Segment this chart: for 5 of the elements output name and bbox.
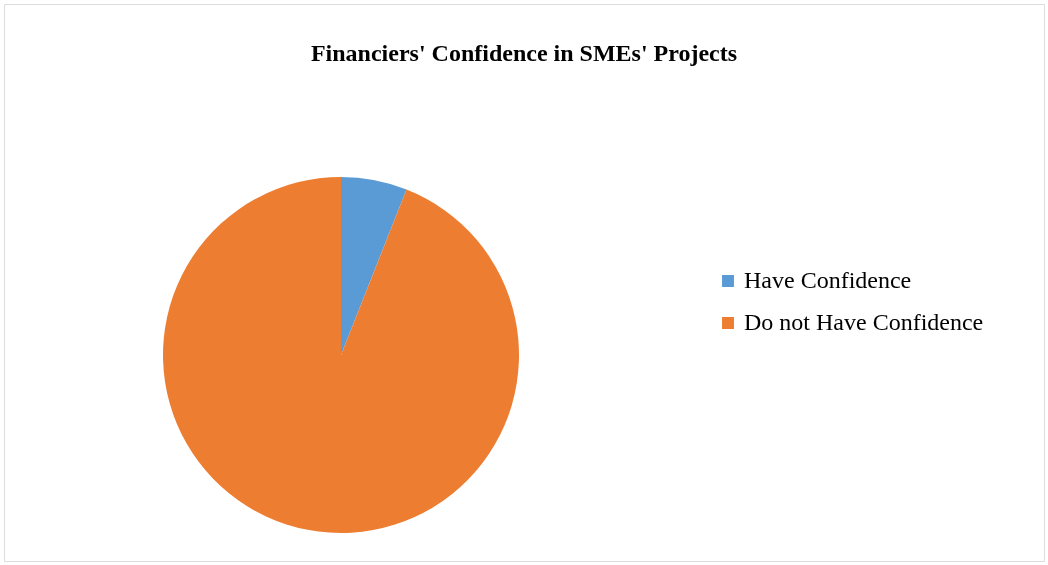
- chart-title: Financiers' Confidence in SMEs' Projects: [310, 40, 738, 66]
- pie-slice: [163, 177, 519, 533]
- legend-label: Do not Have Confidence: [744, 309, 984, 335]
- pie-slice: [341, 177, 407, 355]
- legend-label: Have Confidence: [744, 267, 912, 293]
